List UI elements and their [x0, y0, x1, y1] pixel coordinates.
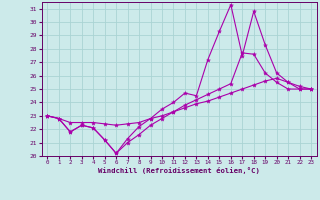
X-axis label: Windchill (Refroidissement éolien,°C): Windchill (Refroidissement éolien,°C) — [98, 167, 260, 174]
